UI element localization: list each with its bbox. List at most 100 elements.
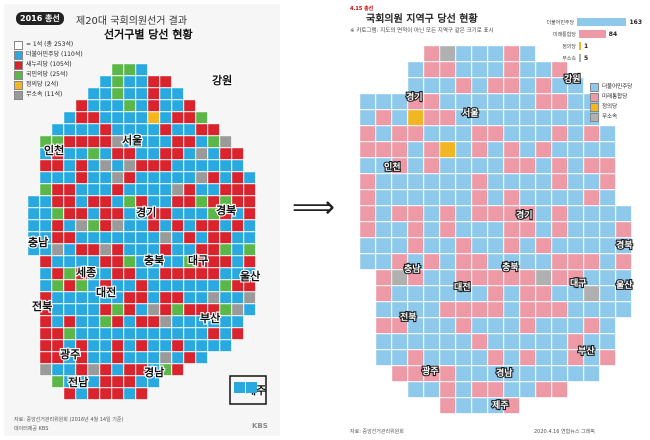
district-tile <box>159 123 172 136</box>
district-tile <box>439 269 456 286</box>
district-tile <box>423 77 440 94</box>
district-tile <box>599 221 616 238</box>
district-tile <box>195 351 208 364</box>
district-tile <box>75 171 88 184</box>
district-tile <box>535 61 552 78</box>
district-tile <box>503 349 520 366</box>
district-tile <box>159 171 172 184</box>
district-tile <box>183 279 196 292</box>
district-tile <box>99 99 112 112</box>
district-tile <box>567 301 584 318</box>
district-tile <box>99 123 112 136</box>
district-tile <box>171 243 184 256</box>
district-tile <box>195 315 208 328</box>
district-tile <box>503 93 520 110</box>
seat-bar-value: 5 <box>584 54 589 62</box>
district-tile <box>487 93 504 110</box>
district-tile <box>75 219 88 232</box>
district-tile <box>171 123 184 136</box>
region-label: 경기 <box>516 209 533 221</box>
district-tile <box>439 349 456 366</box>
district-tile <box>471 93 488 110</box>
district-tile <box>207 279 220 292</box>
district-tile <box>551 381 568 398</box>
district-tile <box>39 291 52 304</box>
district-tile <box>171 111 184 124</box>
region-label: 충북 <box>144 253 164 267</box>
district-tile <box>159 303 172 316</box>
district-tile <box>75 327 88 340</box>
district-tile <box>207 327 220 340</box>
seat-bar-value: 163 <box>629 18 642 26</box>
district-tile <box>171 171 184 184</box>
district-tile <box>567 269 584 286</box>
legend-label: 무소속 (11석) <box>26 91 63 98</box>
district-tile <box>567 333 584 350</box>
district-tile <box>207 243 220 256</box>
district-tile <box>231 303 244 316</box>
district-tile <box>51 243 64 256</box>
district-tile <box>135 123 148 136</box>
district-tile <box>455 317 472 334</box>
district-tile <box>519 205 536 222</box>
legend-label: 무소속 <box>602 114 618 120</box>
district-tile <box>111 387 124 400</box>
district-tile <box>535 269 552 286</box>
district-tile <box>159 351 172 364</box>
election-badge: 4.15 총선 <box>350 6 374 12</box>
district-tile <box>135 111 148 124</box>
district-tile <box>375 269 392 286</box>
region-label: 강원 <box>212 73 232 87</box>
district-tile <box>455 77 472 94</box>
district-tile <box>219 303 232 316</box>
district-tile <box>519 157 536 174</box>
seat-bar-row: 무소속 5 <box>540 52 642 64</box>
district-tile <box>439 205 456 222</box>
district-tile <box>375 109 392 126</box>
district-tile <box>111 195 124 208</box>
district-tile <box>39 303 52 316</box>
district-tile <box>503 157 520 174</box>
district-tile <box>147 303 160 316</box>
district-tile <box>219 243 232 256</box>
left-legend: = 1석 (총 253석) 더불어민주당 (110석) 새누리당 (105석) 국민의… <box>14 40 83 100</box>
district-tile <box>519 221 536 238</box>
district-tile <box>183 99 196 112</box>
region-label: 경기 <box>136 205 156 219</box>
right-source: 자료: 중앙선거관리위원회 <box>350 429 404 435</box>
district-tile <box>219 267 232 280</box>
district-tile <box>147 351 160 364</box>
district-tile <box>195 219 208 232</box>
district-tile <box>147 363 160 376</box>
district-tile <box>519 173 536 190</box>
district-tile <box>207 339 220 352</box>
region-label: 서울 <box>462 107 479 119</box>
district-tile <box>599 189 616 206</box>
district-tile <box>111 159 124 172</box>
district-tile <box>147 327 160 340</box>
district-tile <box>583 301 600 318</box>
district-tile <box>123 231 136 244</box>
district-tile <box>503 365 520 382</box>
district-tile <box>147 375 160 388</box>
district-tile <box>63 111 76 124</box>
district-tile <box>439 173 456 190</box>
legend-item: 더불어민주당 <box>590 82 632 92</box>
district-tile <box>599 173 616 190</box>
district-tile <box>599 349 616 366</box>
district-tile <box>63 219 76 232</box>
district-tile <box>231 171 244 184</box>
district-tile <box>123 327 136 340</box>
district-tile <box>423 61 440 78</box>
district-tile <box>99 195 112 208</box>
district-tile <box>487 381 504 398</box>
district-tile <box>359 253 376 270</box>
district-tile <box>135 351 148 364</box>
district-tile <box>123 123 136 136</box>
district-tile <box>375 301 392 318</box>
district-tile <box>471 45 488 62</box>
district-tile <box>455 365 472 382</box>
district-tile <box>123 243 136 256</box>
district-tile <box>439 301 456 318</box>
district-tile <box>519 125 536 142</box>
